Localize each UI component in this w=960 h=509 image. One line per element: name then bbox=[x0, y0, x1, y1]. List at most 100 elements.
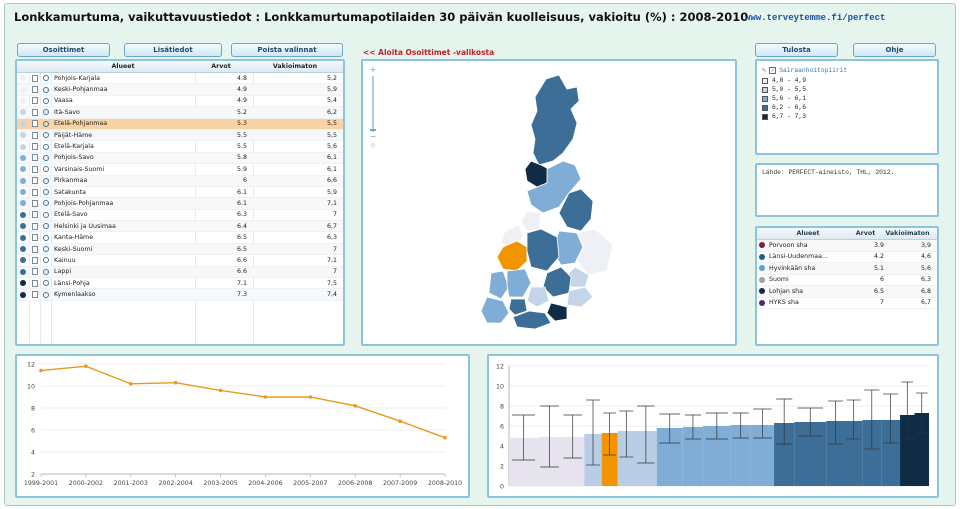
ranking-bar[interactable] bbox=[682, 427, 704, 486]
zoom-slider[interactable]: + − ◇ bbox=[369, 66, 377, 150]
comparison-header-arvot[interactable]: Arvot bbox=[855, 230, 876, 237]
magnifier-icon[interactable] bbox=[42, 257, 49, 264]
magnifier-icon[interactable] bbox=[42, 97, 49, 104]
magnifier-icon[interactable] bbox=[42, 75, 49, 82]
magnifier-icon[interactable] bbox=[42, 223, 49, 230]
magnifier-icon[interactable] bbox=[42, 246, 49, 253]
trend-point[interactable] bbox=[353, 404, 358, 408]
trend-point[interactable] bbox=[218, 388, 223, 393]
magnifier-icon[interactable] bbox=[42, 211, 49, 218]
region-row[interactable]: Kanta-Häme 6.5 6,3 bbox=[17, 232, 343, 244]
zoom-handle[interactable] bbox=[370, 129, 376, 131]
document-icon[interactable] bbox=[31, 120, 38, 128]
ranking-bar[interactable] bbox=[862, 420, 882, 486]
header-arvot[interactable]: Arvot bbox=[211, 63, 231, 70]
region-row[interactable]: Pohjois-Pohjanmaa 6.1 7,1 bbox=[17, 198, 343, 210]
region-row[interactable]: Satakunta 6.1 5,9 bbox=[17, 187, 343, 199]
comparison-row[interactable]: Porvoon sha 3.9 3,9 bbox=[757, 240, 937, 252]
finland-map[interactable] bbox=[363, 61, 735, 344]
magnifier-icon[interactable] bbox=[42, 200, 49, 207]
trend-point[interactable] bbox=[173, 380, 178, 385]
magnifier-icon[interactable] bbox=[42, 120, 49, 127]
ranking-bar[interactable] bbox=[826, 421, 845, 486]
ranking-bar[interactable] bbox=[900, 415, 915, 486]
zoom-track[interactable] bbox=[372, 76, 374, 132]
pencil-icon[interactable]: ✎ bbox=[762, 67, 767, 75]
region-row[interactable]: Kainuu 6.6 7,1 bbox=[17, 255, 343, 267]
document-icon[interactable] bbox=[31, 291, 38, 299]
trend-point[interactable] bbox=[398, 419, 402, 423]
region-row[interactable]: Itä-Savo 5.2 6,2 bbox=[17, 107, 343, 119]
magnifier-icon[interactable] bbox=[42, 132, 49, 139]
info-button[interactable]: Lisätiedot bbox=[124, 43, 222, 57]
ranking-bar[interactable] bbox=[750, 425, 775, 486]
magnifier-icon[interactable] bbox=[42, 86, 49, 93]
document-icon[interactable] bbox=[31, 245, 38, 253]
document-icon[interactable] bbox=[31, 108, 38, 116]
region-row[interactable]: Etelä-Karjala 5.5 5,6 bbox=[17, 141, 343, 153]
document-icon[interactable] bbox=[31, 177, 38, 185]
document-icon[interactable] bbox=[31, 188, 38, 196]
trend-point[interactable] bbox=[443, 435, 447, 440]
website-link[interactable]: www.terveytemme.fi/perfect bbox=[745, 13, 886, 23]
comparison-row[interactable]: Länsi-Uudenmaa... 4.2 4,6 bbox=[757, 252, 937, 263]
magnifier-icon[interactable] bbox=[42, 177, 49, 184]
trend-point[interactable] bbox=[128, 382, 133, 386]
trend-point[interactable] bbox=[263, 395, 268, 399]
region-row[interactable]: Etelä-Savo 6.3 7 bbox=[17, 210, 343, 222]
zoom-out-icon[interactable]: − bbox=[369, 132, 377, 141]
comparison-header-area[interactable]: Alueet bbox=[796, 230, 820, 237]
region-row[interactable]: Pohjois-Karjala 4.8 5,2 bbox=[17, 73, 343, 85]
document-icon[interactable] bbox=[31, 154, 38, 162]
document-icon[interactable] bbox=[31, 165, 38, 173]
magnifier-icon[interactable] bbox=[42, 189, 49, 196]
comparison-row[interactable]: Suomi 6 6,3 bbox=[757, 275, 937, 286]
ranking-bar[interactable] bbox=[730, 425, 751, 486]
ranking-bar[interactable] bbox=[845, 421, 863, 486]
document-icon[interactable] bbox=[31, 97, 38, 105]
trend-point[interactable] bbox=[308, 395, 313, 399]
document-icon[interactable] bbox=[31, 86, 38, 94]
region-row[interactable]: Länsi-Pohja 7.1 7,5 bbox=[17, 278, 343, 290]
magnifier-icon[interactable] bbox=[42, 280, 49, 287]
region-checkbox[interactable]: ✓ bbox=[769, 67, 777, 74]
region-row[interactable]: Pohjois-Savo 5.8 6,1 bbox=[17, 152, 343, 165]
document-icon[interactable] bbox=[31, 131, 38, 139]
trend-point[interactable] bbox=[39, 368, 43, 373]
document-icon[interactable] bbox=[31, 222, 38, 230]
region-row[interactable]: Keski-Pohjanmaa 4.9 5,9 bbox=[17, 84, 343, 96]
help-button[interactable]: Ohje bbox=[853, 43, 936, 57]
magnifier-icon[interactable] bbox=[42, 291, 49, 298]
magnifier-icon[interactable] bbox=[42, 268, 49, 275]
region-row[interactable]: Etelä-Pohjanmaa 5.3 5,5 bbox=[17, 118, 343, 130]
addresses-button[interactable]: Osoittimet bbox=[17, 43, 110, 57]
document-icon[interactable] bbox=[31, 199, 38, 207]
region-row[interactable]: Vaasa 4.9 5,4 bbox=[17, 96, 343, 108]
ranking-bar[interactable] bbox=[617, 431, 635, 486]
document-icon[interactable] bbox=[31, 256, 38, 264]
magnifier-icon[interactable] bbox=[42, 109, 49, 116]
document-icon[interactable] bbox=[31, 279, 38, 287]
header-vakioimaton[interactable]: Vakioimaton bbox=[272, 63, 318, 70]
document-icon[interactable] bbox=[31, 268, 38, 276]
comparison-row[interactable]: Lohjan sha 6.5 6,8 bbox=[757, 286, 937, 298]
trend-point[interactable] bbox=[84, 364, 88, 368]
ranking-bar[interactable] bbox=[881, 420, 901, 486]
ranking-bar[interactable] bbox=[601, 433, 618, 486]
region-row[interactable]: Lappi 6.6 7 bbox=[17, 266, 343, 279]
region-row[interactable]: Helsinki ja Uusimaa 6.4 6,7 bbox=[17, 221, 343, 233]
region-row[interactable]: Päijät-Häme 5.5 5,5 bbox=[17, 129, 343, 142]
magnifier-icon[interactable] bbox=[42, 143, 49, 150]
magnifier-icon[interactable] bbox=[42, 234, 49, 241]
region-row[interactable]: Pirkanmaa 6 6,6 bbox=[17, 175, 343, 187]
zoom-in-icon[interactable]: + bbox=[369, 65, 377, 74]
document-icon[interactable] bbox=[31, 74, 38, 82]
region-row[interactable]: Varsinais-Suomi 5.9 6,1 bbox=[17, 164, 343, 176]
print-button[interactable]: Tulosta bbox=[755, 43, 838, 57]
comparison-header-vakioimaton[interactable]: Vakioimaton bbox=[885, 230, 930, 237]
region-row[interactable]: Kymenlaakso 7.3 7,4 bbox=[17, 289, 343, 301]
ranking-bar[interactable] bbox=[914, 413, 929, 486]
zoom-reset-icon[interactable]: ◇ bbox=[370, 142, 376, 149]
start-from-addresses-link[interactable]: << Aloita Osoittimet -valikosta bbox=[363, 48, 495, 57]
ranking-bar[interactable] bbox=[774, 423, 795, 486]
